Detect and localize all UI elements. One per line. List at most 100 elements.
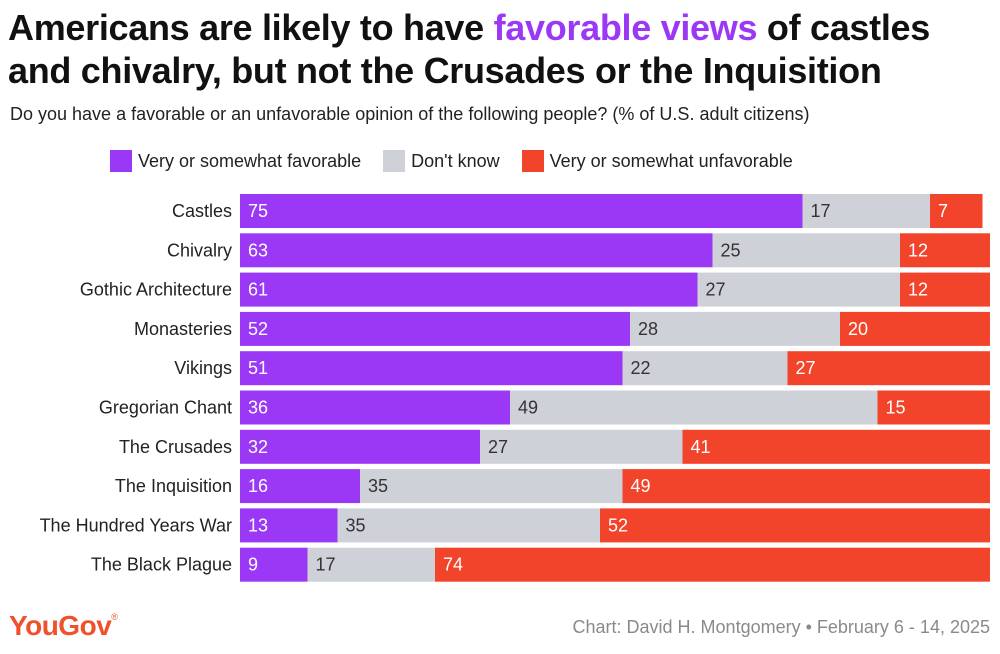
title-part-2: of castles and chivalry, but not the Cru… — [8, 7, 930, 91]
data-label-favorable: 52 — [248, 319, 268, 339]
data-label-unfavorable: 12 — [908, 280, 928, 300]
bar-segment-favorable — [240, 311, 630, 346]
data-label-dont-know: 17 — [811, 201, 831, 221]
bar-row: The Inquisition 16 35 49 — [115, 469, 990, 504]
bar-segment-unfavorable — [840, 311, 990, 346]
bar-segment-favorable — [240, 547, 308, 582]
data-label-dont-know: 49 — [518, 398, 538, 418]
data-label-unfavorable: 41 — [691, 437, 711, 457]
yougov-logo: YouGov® — [9, 610, 118, 642]
bar-segment-dont-know — [480, 429, 683, 464]
data-label-dont-know: 25 — [721, 240, 741, 260]
data-label-favorable: 32 — [248, 437, 268, 457]
bar-segment-dont-know — [697, 272, 900, 307]
chart-credit: Chart: David H. Montgomery • February 6 … — [572, 617, 990, 637]
bar-segment-unfavorable — [600, 508, 990, 543]
data-label-dont-know: 35 — [368, 476, 388, 496]
category-label: Chivalry — [167, 240, 232, 260]
legend-label-dont-know: Don't know — [411, 150, 500, 171]
bar-segment-unfavorable — [787, 351, 990, 386]
category-label: Monasteries — [134, 319, 232, 339]
category-label: The Inquisition — [115, 476, 232, 496]
bar-segment-dont-know — [630, 311, 840, 346]
chart-legend: Very or somewhat favorable Don't know Ve… — [110, 149, 815, 173]
bar-segment-unfavorable — [930, 194, 983, 228]
data-label-unfavorable: 20 — [848, 319, 868, 339]
category-label: Castles — [172, 201, 232, 221]
category-label: Gothic Architecture — [80, 280, 232, 300]
bar-segment-unfavorable — [622, 469, 990, 504]
title-part-1: Americans are likely to have — [8, 7, 494, 48]
data-label-dont-know: 35 — [346, 515, 366, 535]
data-label-favorable: 51 — [248, 358, 268, 378]
bar-segment-dont-know — [337, 508, 600, 543]
bar-row: The Hundred Years War 13 35 52 — [40, 508, 990, 543]
bar-segment-unfavorable — [877, 390, 990, 425]
data-label-favorable: 16 — [248, 476, 268, 496]
bar-segment-favorable — [240, 508, 338, 543]
chart-subtitle: Do you have a favorable or an unfavorabl… — [10, 104, 810, 124]
data-label-unfavorable: 52 — [608, 515, 628, 535]
data-label-favorable: 63 — [248, 240, 268, 260]
chart-title: Americans are likely to have favorable v… — [8, 6, 993, 92]
bar-segment-favorable — [240, 233, 713, 268]
bar-row: Vikings 51 22 27 — [174, 351, 990, 386]
legend-swatch-favorable — [110, 150, 132, 172]
bar-segment-dont-know — [622, 351, 788, 386]
data-label-favorable: 61 — [248, 280, 268, 300]
category-label: Vikings — [174, 358, 232, 378]
bar-segment-favorable — [240, 194, 803, 228]
data-label-dont-know: 28 — [638, 319, 658, 339]
category-label: The Black Plague — [91, 555, 232, 575]
data-label-dont-know: 17 — [316, 555, 336, 575]
legend-item-unfavorable: Very or somewhat unfavorable — [521, 150, 793, 172]
logo-text: YouGov — [9, 610, 112, 641]
bar-row: Chivalry 63 25 12 — [167, 233, 990, 268]
bar-row: Castles 75 17 7 — [172, 194, 983, 228]
title-highlight: favorable views — [493, 7, 758, 48]
legend-swatch-unfavorable — [521, 150, 544, 172]
bar-row: The Crusades 32 27 41 — [119, 429, 990, 464]
data-label-unfavorable: 12 — [908, 240, 928, 260]
category-label: The Hundred Years War — [40, 515, 232, 535]
legend-item-favorable: Very or somewhat favorable — [110, 150, 361, 172]
bar-row: Gregorian Chant 36 49 15 — [99, 390, 990, 425]
data-label-unfavorable: 27 — [796, 358, 816, 378]
category-label: The Crusades — [119, 437, 232, 457]
bar-segment-favorable — [240, 272, 698, 307]
bar-segment-favorable — [240, 390, 510, 425]
bar-segment-dont-know — [712, 233, 900, 268]
bar-segment-favorable — [240, 469, 360, 504]
data-label-dont-know: 22 — [631, 358, 651, 378]
bar-segment-dont-know — [307, 547, 435, 582]
data-label-favorable: 13 — [248, 515, 268, 535]
bar-segment-unfavorable — [900, 233, 990, 268]
bar-segment-unfavorable — [682, 429, 990, 464]
data-label-unfavorable: 74 — [443, 555, 463, 575]
legend-label-favorable: Very or somewhat favorable — [138, 150, 362, 171]
category-label: Gregorian Chant — [99, 398, 232, 418]
bar-segment-dont-know — [510, 390, 878, 425]
bar-segment-unfavorable — [435, 547, 990, 582]
data-label-favorable: 36 — [248, 398, 268, 418]
legend-swatch-dont-know — [383, 150, 406, 172]
bar-row: Monasteries 52 28 20 — [134, 311, 990, 346]
legend-item-dont-know: Don't know — [383, 150, 500, 172]
bar-segment-dont-know — [360, 469, 623, 504]
data-label-unfavorable: 49 — [631, 476, 651, 496]
bar-segment-unfavorable — [900, 272, 990, 307]
bar-segment-favorable — [240, 351, 623, 386]
bar-segment-favorable — [240, 429, 480, 464]
data-label-unfavorable: 7 — [938, 201, 948, 221]
bar-row: Gothic Architecture 61 27 12 — [80, 272, 990, 307]
data-label-dont-know: 27 — [706, 280, 726, 300]
data-label-favorable: 9 — [248, 555, 258, 575]
logo-registered-mark: ® — [111, 612, 118, 622]
legend-label-unfavorable: Very or somewhat unfavorable — [549, 150, 793, 171]
data-label-dont-know: 27 — [488, 437, 508, 457]
bar-row: The Black Plague 9 17 74 — [91, 547, 990, 582]
bar-segment-dont-know — [802, 194, 930, 228]
data-label-unfavorable: 15 — [886, 398, 906, 418]
data-label-favorable: 75 — [248, 201, 268, 221]
